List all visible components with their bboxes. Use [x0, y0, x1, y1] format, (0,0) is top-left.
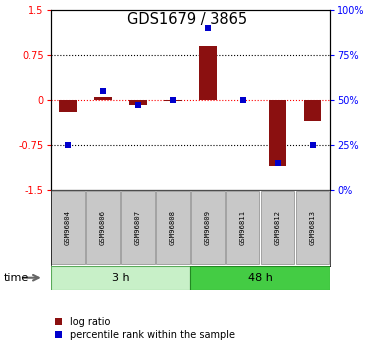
- Bar: [51, 266, 190, 290]
- Text: GSM96812: GSM96812: [274, 210, 280, 245]
- Text: GSM96807: GSM96807: [135, 210, 141, 245]
- Bar: [164, 100, 182, 101]
- Bar: [156, 191, 190, 264]
- Bar: [296, 191, 329, 264]
- Bar: [269, 100, 286, 166]
- Bar: [261, 191, 294, 264]
- Bar: [226, 191, 260, 264]
- Text: GDS1679 / 3865: GDS1679 / 3865: [128, 12, 248, 27]
- Legend: log ratio, percentile rank within the sample: log ratio, percentile rank within the sa…: [56, 317, 235, 340]
- Bar: [94, 97, 112, 100]
- Bar: [199, 46, 216, 100]
- Text: GSM96806: GSM96806: [100, 210, 106, 245]
- Bar: [59, 100, 77, 112]
- Bar: [86, 191, 120, 264]
- Bar: [51, 191, 85, 264]
- Bar: [190, 266, 330, 290]
- Text: 3 h: 3 h: [112, 273, 129, 283]
- Text: GSM96811: GSM96811: [240, 210, 246, 245]
- Text: GSM96804: GSM96804: [65, 210, 71, 245]
- Bar: [191, 191, 225, 264]
- Bar: [304, 100, 321, 121]
- Text: time: time: [4, 273, 29, 283]
- Bar: [129, 100, 147, 105]
- Text: 48 h: 48 h: [248, 273, 273, 283]
- Bar: [121, 191, 155, 264]
- Text: GSM96813: GSM96813: [309, 210, 315, 245]
- Text: GSM96808: GSM96808: [170, 210, 176, 245]
- Text: GSM96809: GSM96809: [205, 210, 211, 245]
